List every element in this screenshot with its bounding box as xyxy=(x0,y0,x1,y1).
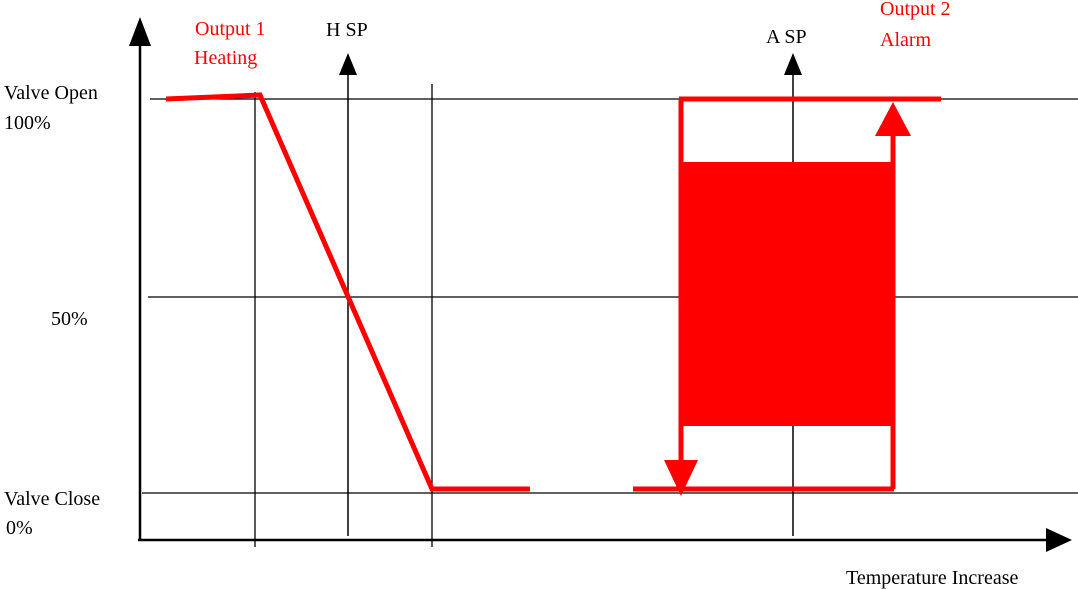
y-axis-arrow-icon xyxy=(129,17,151,46)
alarm-setpoint-label: A SP xyxy=(766,26,807,48)
x-axis-arrow-icon xyxy=(1046,528,1072,552)
output2-label-line1: Output 2 xyxy=(880,0,951,20)
heating-setpoint-label: H SP xyxy=(326,19,368,41)
pct-50-label: 50% xyxy=(51,308,88,330)
alarm-down-arrow-icon xyxy=(664,460,698,496)
heating-output-curve xyxy=(165,92,530,492)
valve-close-label: Valve Close xyxy=(4,488,100,510)
heating-setpoint-arrow-icon xyxy=(339,53,357,75)
alarm-setpoint-arrow-icon xyxy=(784,53,802,75)
pct-100-label: 100% xyxy=(4,112,51,134)
alarm-up-arrow-icon xyxy=(875,102,911,136)
output2-label-line2: Alarm xyxy=(880,29,932,51)
output1-label-line1: Output 1 xyxy=(195,18,266,40)
pct-0-label: 0% xyxy=(6,517,33,539)
alarm-hysteresis-block xyxy=(681,162,893,426)
valve-open-label: Valve Open xyxy=(4,82,98,104)
x-axis-label: Temperature Increase xyxy=(846,567,1018,589)
output1-label-line2: Heating xyxy=(194,47,257,69)
